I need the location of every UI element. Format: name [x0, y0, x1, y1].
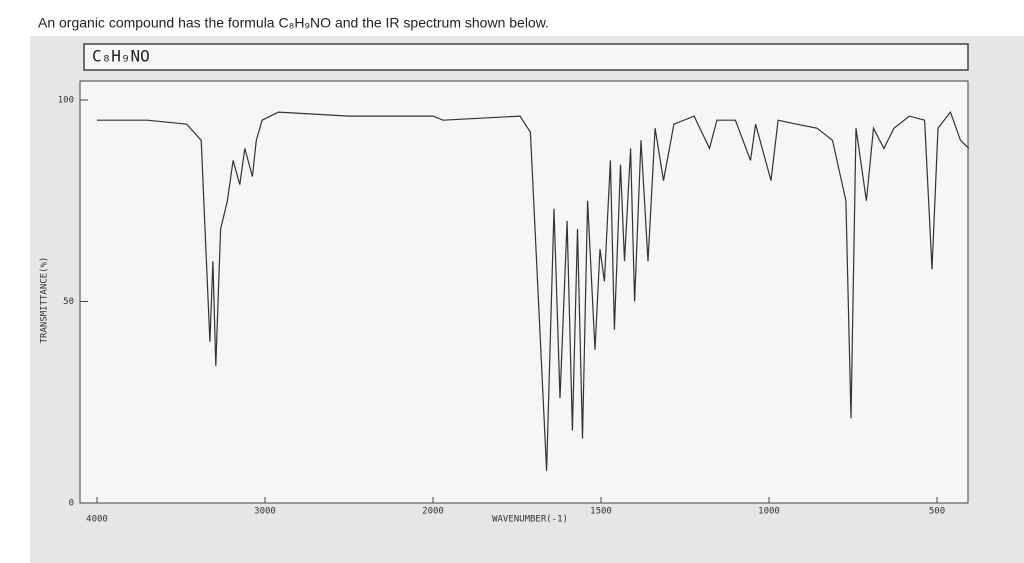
x-tick-label: 1000 — [758, 507, 780, 517]
y-tick-label: 100 — [58, 96, 74, 106]
formula-box — [83, 43, 969, 71]
plot-area — [79, 80, 969, 504]
x-tick-label: 4000 — [86, 515, 108, 525]
x-tick-label: 500 — [929, 507, 945, 517]
question: An organic compound has the formula C₈H₉… — [38, 15, 549, 31]
y-tick-label: 50 — [63, 297, 74, 307]
spectrum-line — [97, 110, 970, 471]
formula: C₈H₉NO — [92, 47, 150, 66]
x-tick-label: 3000 — [254, 507, 276, 517]
x-axis-label: WAVENUMBER(-1) — [492, 515, 568, 525]
y-tick-label: 0 — [69, 499, 74, 509]
x-tick-label: 2000 — [422, 507, 444, 517]
y-axis-label: TRANSMITTANCE(%) — [40, 257, 50, 344]
x-tick-label: 1500 — [590, 507, 612, 517]
